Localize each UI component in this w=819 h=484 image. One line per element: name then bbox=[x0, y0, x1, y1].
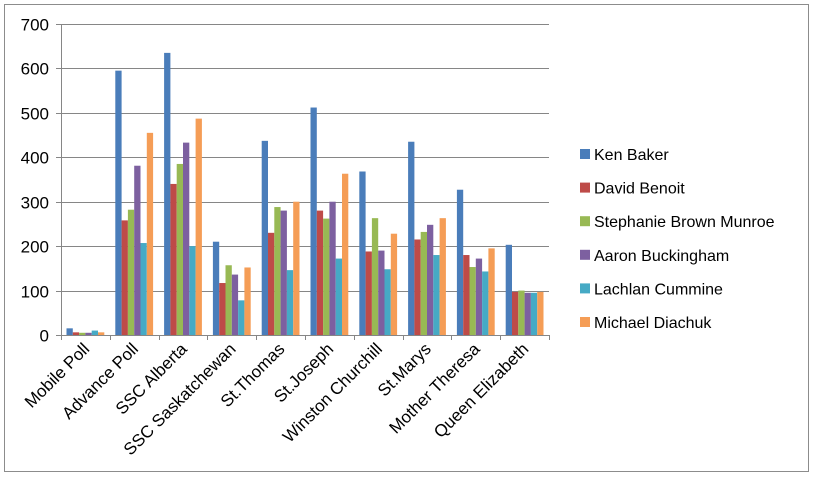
bar bbox=[140, 243, 147, 335]
bar bbox=[408, 141, 415, 335]
bar bbox=[189, 246, 196, 335]
legend: Ken Baker David Benoit Stephanie Brown Mun… bbox=[580, 147, 775, 332]
legend-swatch bbox=[580, 317, 590, 327]
bar bbox=[274, 207, 281, 335]
bar bbox=[420, 231, 427, 335]
legend-label: Ken Baker bbox=[594, 147, 669, 164]
bar bbox=[286, 270, 294, 335]
legend-swatch bbox=[580, 182, 590, 193]
bar bbox=[524, 292, 531, 335]
bar bbox=[244, 267, 251, 335]
legend-label: Lachlan Cummine bbox=[594, 281, 723, 298]
bar bbox=[146, 132, 154, 335]
bar bbox=[390, 233, 398, 335]
bar bbox=[359, 171, 366, 335]
bar bbox=[342, 173, 349, 335]
bar bbox=[115, 70, 122, 336]
bar bbox=[261, 140, 268, 335]
bar bbox=[183, 142, 190, 335]
bar bbox=[530, 292, 538, 335]
bar bbox=[427, 224, 434, 335]
bar bbox=[72, 332, 80, 335]
bar bbox=[219, 283, 226, 335]
bar bbox=[134, 165, 141, 335]
bar bbox=[365, 251, 372, 335]
bar bbox=[66, 328, 73, 335]
bar bbox=[518, 290, 525, 335]
legend-label: Aaron Buckingham bbox=[594, 248, 729, 265]
y-tick-label: 700 bbox=[21, 16, 49, 35]
bar bbox=[225, 265, 232, 335]
bar bbox=[488, 248, 495, 335]
bar bbox=[316, 210, 324, 335]
bar bbox=[121, 220, 128, 335]
legend-label: Michael Diachuk bbox=[594, 315, 712, 332]
legend-swatch bbox=[580, 249, 590, 260]
bar bbox=[310, 107, 317, 335]
bar bbox=[439, 218, 446, 335]
bar bbox=[195, 118, 202, 335]
bar bbox=[537, 291, 544, 335]
y-tick-label: 500 bbox=[21, 105, 49, 124]
bar bbox=[280, 210, 287, 335]
bar bbox=[212, 241, 220, 335]
legend-label: David Benoit bbox=[594, 181, 685, 198]
bar bbox=[469, 267, 476, 335]
bar bbox=[164, 52, 171, 335]
bar bbox=[231, 274, 239, 335]
y-tick-label: 100 bbox=[21, 283, 49, 302]
bar bbox=[463, 255, 470, 335]
bar bbox=[79, 332, 86, 335]
bar bbox=[91, 330, 98, 335]
bar bbox=[335, 258, 342, 335]
bar bbox=[371, 218, 379, 335]
bar bbox=[127, 209, 135, 335]
y-tick-label: 400 bbox=[21, 149, 49, 168]
y-tick-label: 600 bbox=[21, 60, 49, 79]
legend-swatch bbox=[580, 283, 590, 294]
y-tick-labels: 0 100 200 300 400 500 600 700 bbox=[21, 16, 49, 346]
bar bbox=[170, 183, 177, 335]
y-tick-label: 0 bbox=[40, 327, 49, 346]
bar bbox=[329, 201, 336, 335]
bar bbox=[238, 300, 245, 335]
bar bbox=[384, 269, 391, 335]
legend-label: Stephanie Brown Munroe bbox=[594, 214, 775, 231]
bar bbox=[505, 244, 512, 335]
bar bbox=[378, 250, 385, 335]
y-tick-label: 200 bbox=[21, 238, 49, 257]
bar bbox=[293, 201, 300, 335]
y-tick-label: 300 bbox=[21, 194, 49, 213]
axes bbox=[56, 24, 550, 340]
bar bbox=[323, 218, 330, 335]
legend-swatch bbox=[580, 216, 590, 227]
bar bbox=[85, 332, 92, 335]
bar bbox=[512, 291, 519, 335]
bar bbox=[475, 258, 483, 335]
bar bbox=[482, 271, 489, 335]
bar bbox=[456, 189, 464, 335]
bar bbox=[268, 232, 275, 335]
bar bbox=[98, 332, 105, 335]
legend-swatch bbox=[580, 149, 590, 159]
bars bbox=[66, 52, 544, 336]
bar bbox=[433, 255, 440, 335]
bar bbox=[414, 239, 421, 335]
bar bbox=[176, 163, 183, 335]
